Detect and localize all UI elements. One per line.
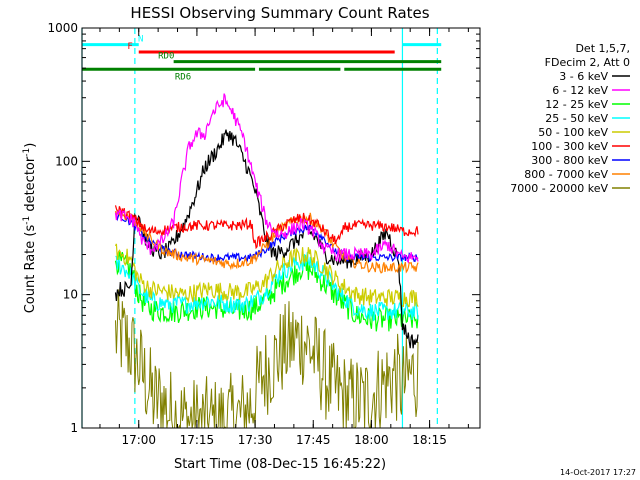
legend-label-7: 300 - 800 keV <box>531 154 608 167</box>
chart-title: HESSI Observing Summary Count Rates <box>130 4 429 22</box>
legend-label-8: 800 - 7000 keV <box>524 168 608 181</box>
axes: 1 10 100 1000 17:00 17:15 17:30 17:45 18:00 18:15 <box>47 21 480 447</box>
y-tick-label-100: 100 <box>55 154 78 168</box>
legend-label-4: 25 - 50 keV <box>545 112 608 125</box>
plot-frame <box>81 27 481 429</box>
y-axis-label-mid: detector <box>23 156 38 216</box>
y-axis-label-end: ) <box>23 143 38 148</box>
x-tick-label-17:00: 17:00 <box>121 433 156 447</box>
y-axis-label-sup2: -1 <box>22 148 32 157</box>
footer-date: 14-Oct-2017 17:27 <box>560 468 636 477</box>
series-line-5 <box>114 243 419 308</box>
legend-header-1: Det 1,5,7, <box>575 42 630 55</box>
legend-label-9: 7000 - 20000 keV <box>510 182 608 195</box>
legend-label-5: 50 - 100 keV <box>538 126 608 139</box>
flag-label-f: F <box>127 42 132 52</box>
legend-header-2: FDecim 2, Att 0 <box>545 56 630 69</box>
x-tick-label-17:15: 17:15 <box>180 433 215 447</box>
legend-label-1: 3 - 6 keV <box>559 70 608 83</box>
x-tick-label-17:30: 17:30 <box>238 433 273 447</box>
y-tick-label-1000: 1000 <box>47 21 78 35</box>
y-axis-label: Count Rate (s-1 detector-1) <box>22 143 38 314</box>
series-line-9 <box>115 289 419 430</box>
series-lines <box>114 93 419 430</box>
series-line-8 <box>114 209 419 274</box>
flag-label-rd0: RD0 <box>158 52 174 62</box>
y-axis-label-main: Count Rate (s <box>23 225 38 314</box>
legend-label-3: 12 - 25 keV <box>545 98 608 111</box>
legend-label-6: 100 - 300 keV <box>531 140 608 153</box>
legend-label-2: 6 - 12 keV <box>552 84 608 97</box>
flag-label-n: N <box>138 35 143 45</box>
x-tick-label-18:00: 18:00 <box>354 433 389 447</box>
y-tick-label-10: 10 <box>63 288 78 302</box>
series-line-2 <box>114 93 419 264</box>
x-tick-label-17:45: 17:45 <box>296 433 331 447</box>
y-tick-label-1: 1 <box>70 421 78 435</box>
flag-label-rd6: RD6 <box>175 72 191 82</box>
x-tick-label-18:15: 18:15 <box>412 433 447 447</box>
y-axis-label-sup1: -1 <box>22 216 32 225</box>
x-axis-label: Start Time (08-Dec-15 16:45:22) <box>174 457 386 472</box>
